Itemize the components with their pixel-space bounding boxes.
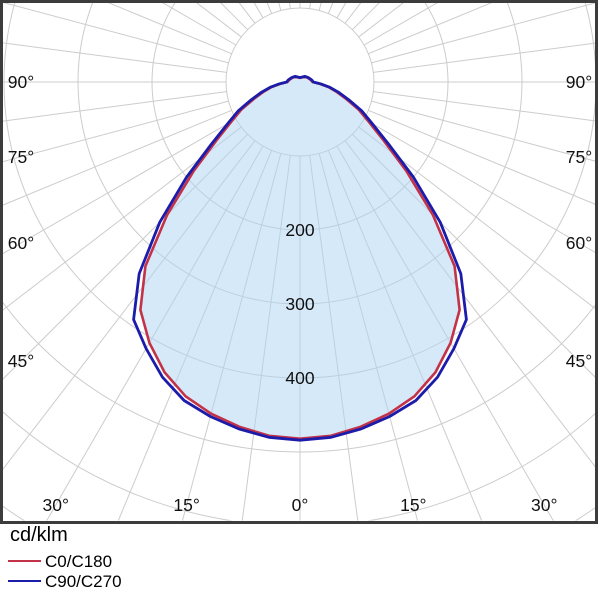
angle-tick-label-75-right: 75° bbox=[566, 147, 592, 167]
angle-tick-label-45-left: 45° bbox=[8, 351, 34, 371]
grid-radial-line bbox=[3, 126, 242, 311]
grid-radial-line bbox=[371, 3, 595, 64]
angle-tick-label-90-left: 90° bbox=[8, 72, 34, 92]
legend-entry-c0: C0/C180 bbox=[0, 552, 300, 572]
grid-radial-line bbox=[373, 42, 595, 73]
grid-radial-line bbox=[3, 100, 229, 163]
legend-entry-c90: C90/C270 bbox=[0, 572, 300, 592]
angle-tick-label-15-left: 15° bbox=[173, 495, 199, 515]
grid-radial-line bbox=[373, 91, 595, 122]
angle-tick-label-15-right: 15° bbox=[400, 495, 426, 515]
curve-c90-c270 bbox=[132, 74, 468, 442]
grid-radial-line bbox=[368, 109, 595, 205]
beam-fill-area bbox=[140, 76, 460, 439]
plot-frame bbox=[0, 0, 598, 524]
grid-radial-line bbox=[3, 42, 227, 73]
units-label: cd/klm bbox=[10, 524, 68, 546]
angle-tick-label-75-left: 75° bbox=[8, 147, 34, 167]
grid-radial-line bbox=[358, 126, 595, 309]
legend-swatch-c0-line bbox=[8, 560, 41, 562]
grid-radial-line bbox=[3, 133, 249, 380]
angle-tick-label-90-right: 90° bbox=[566, 72, 592, 92]
radial-tick-label-400: 400 bbox=[285, 368, 314, 388]
legend-label-c90: C90/C270 bbox=[45, 572, 122, 591]
legend-label-c0: C0/C180 bbox=[45, 552, 113, 571]
grid-radial-line bbox=[351, 133, 595, 378]
angle-tick-label-30-right: 30° bbox=[531, 495, 557, 515]
angle-tick-label-45-right: 45° bbox=[566, 351, 592, 371]
angle-tick-label-30-left: 30° bbox=[43, 495, 69, 515]
grid-radial-line bbox=[3, 91, 227, 122]
angle-tick-label-60-left: 60° bbox=[8, 233, 34, 253]
legend-swatch-c90-line bbox=[8, 580, 41, 582]
radial-tick-label-300: 300 bbox=[285, 294, 314, 314]
angle-tick-label-60-right: 60° bbox=[566, 233, 592, 253]
grid-radial-line bbox=[363, 118, 595, 253]
grid-radial-line bbox=[3, 118, 237, 255]
grid-radial-line bbox=[371, 100, 595, 162]
angle-tick-label-0: 0° bbox=[292, 495, 309, 515]
grid-radial-line bbox=[3, 109, 232, 206]
grid-radial-line bbox=[3, 3, 229, 64]
radial-tick-label-200: 200 bbox=[285, 220, 314, 240]
